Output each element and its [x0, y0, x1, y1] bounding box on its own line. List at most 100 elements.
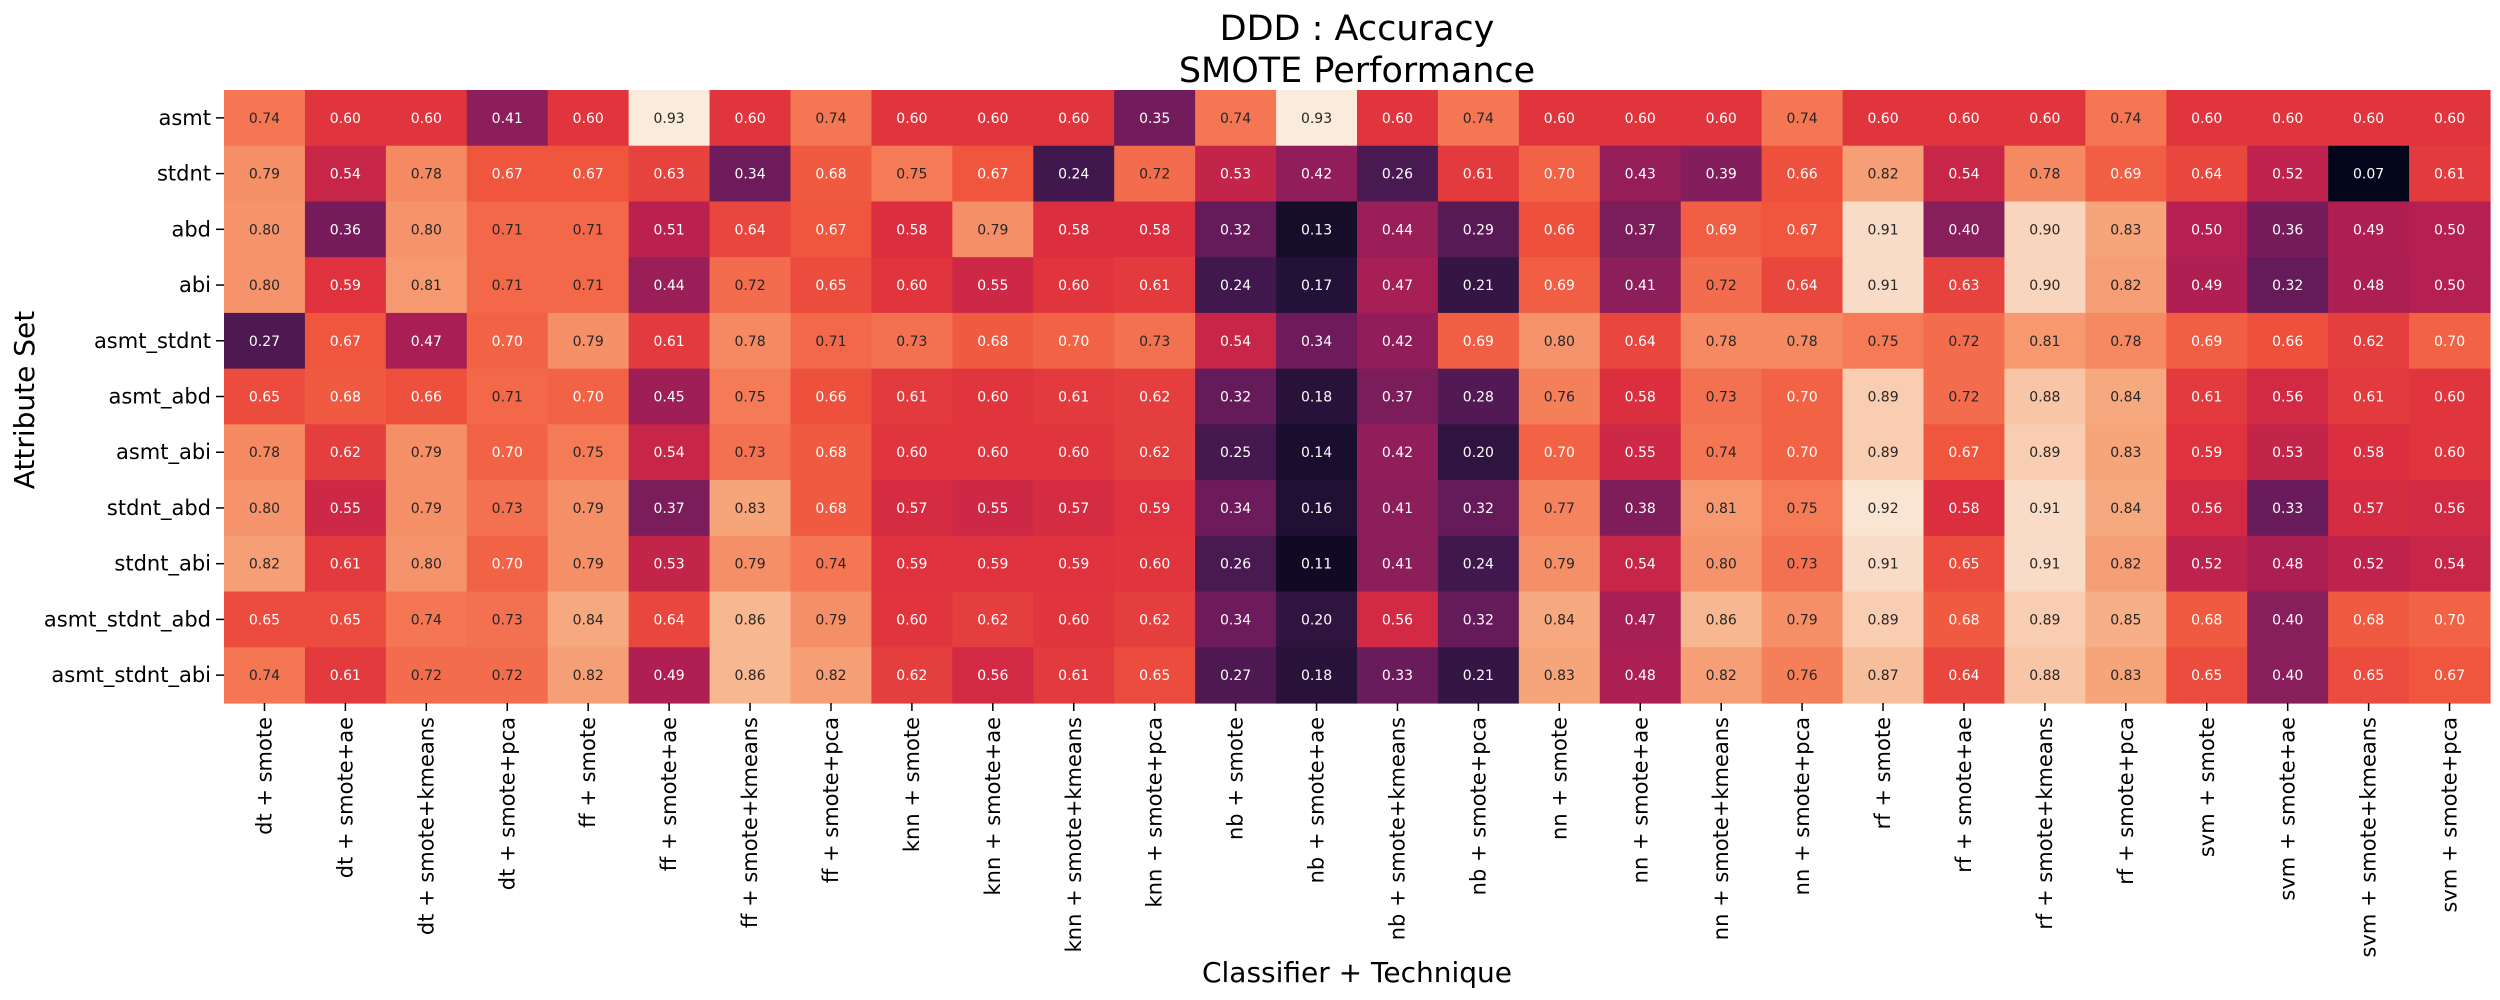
- x-tick-label: nb + smote+ae: [1305, 717, 1329, 883]
- heatmap-cell: [385, 368, 468, 425]
- cell-value-label: 0.66: [2272, 334, 2303, 350]
- heatmap-cell: [1114, 312, 1196, 370]
- heatmap-cell: [547, 480, 630, 537]
- heatmap-cell: [709, 647, 792, 704]
- cell-value-label: 0.11: [1301, 557, 1332, 573]
- cell-value-label: 0.65: [249, 612, 280, 628]
- heatmap-cell: [1033, 591, 1115, 648]
- cell-value-label: 0.74: [1787, 111, 1818, 127]
- cell-value-label: 0.82: [573, 668, 604, 684]
- cell-value-label: 0.53: [654, 557, 685, 573]
- cell-value-label: 0.67: [2434, 668, 2465, 684]
- cell-value-label: 0.71: [573, 278, 604, 294]
- cell-value-label: 0.52: [2272, 167, 2303, 183]
- heatmap-cell: [952, 647, 1034, 704]
- cell-value-label: 0.58: [896, 222, 927, 238]
- heatmap-cell: [304, 90, 387, 147]
- cell-value-label: 0.65: [249, 390, 280, 406]
- heatmap-cell: [1195, 535, 1277, 593]
- y-tick-label: asmt_stdnt: [94, 329, 211, 354]
- cell-value-label: 0.85: [2110, 612, 2141, 628]
- heatmap-cell: [2409, 535, 2491, 593]
- cell-value-label: 0.75: [734, 390, 765, 406]
- heatmap-cell: [2247, 201, 2329, 258]
- cell-value-label: 0.68: [815, 501, 846, 517]
- heatmap-cell: [1357, 201, 1439, 258]
- cell-value-label: 0.67: [330, 334, 361, 350]
- cell-value-label: 0.32: [1220, 222, 1251, 238]
- chart-title: DDD : Accuracy: [1220, 9, 1495, 49]
- heatmap-cell: [628, 647, 711, 704]
- cell-value-label: 0.68: [815, 167, 846, 183]
- heatmap-cell: [466, 90, 549, 147]
- heatmap-cell: [385, 480, 468, 537]
- heatmap-cell: [1599, 257, 1682, 314]
- cell-value-label: 0.35: [1139, 111, 1170, 127]
- y-tick-label: asmt_stdnt_abi: [51, 663, 211, 688]
- cell-value-label: 0.61: [1463, 167, 1494, 183]
- cell-value-label: 0.60: [2029, 111, 2060, 127]
- x-tick-label: ff + smote+pca: [819, 717, 843, 883]
- heatmap-cell: [1923, 480, 2006, 537]
- cell-value-label: 0.56: [2434, 501, 2465, 517]
- cell-value-label: 0.79: [977, 222, 1008, 238]
- cell-value-label: 0.84: [1544, 612, 1575, 628]
- heatmap-cell: [709, 257, 792, 314]
- heatmap-cell: [2247, 312, 2329, 370]
- heatmap-cell: [871, 145, 953, 203]
- cell-value-label: 0.37: [654, 501, 685, 517]
- cell-value-label: 0.34: [1220, 612, 1251, 628]
- heatmap-cell: [224, 647, 306, 704]
- heatmap-cell: [1437, 312, 1520, 370]
- cell-value-label: 0.72: [411, 668, 442, 684]
- cell-value-label: 0.67: [815, 222, 846, 238]
- cell-value-label: 0.65: [2191, 668, 2222, 684]
- cell-value-label: 0.59: [2191, 445, 2222, 461]
- cell-value-label: 0.54: [654, 445, 685, 461]
- heatmap-cell: [304, 424, 387, 481]
- heatmap-cell: [547, 424, 630, 481]
- heatmap-cell: [790, 201, 873, 258]
- heatmap-cell: [952, 424, 1034, 481]
- cell-value-label: 0.72: [1139, 167, 1170, 183]
- cell-value-label: 0.82: [815, 668, 846, 684]
- cell-value-label: 0.89: [1867, 612, 1898, 628]
- heatmap-cell: [1680, 312, 1763, 370]
- cell-value-label: 0.76: [1544, 390, 1575, 406]
- cell-value-label: 0.50: [2191, 222, 2222, 238]
- heatmap-cell: [709, 145, 792, 203]
- heatmap-cell: [2166, 647, 2248, 704]
- x-tick-label: knn + smote+pca: [1143, 717, 1167, 907]
- cell-value-label: 0.65: [330, 612, 361, 628]
- heatmap-cell: [709, 535, 792, 593]
- heatmap-cell: [1842, 312, 1925, 370]
- heatmap-cell: [1195, 424, 1277, 481]
- heatmap-cell: [871, 201, 953, 258]
- cell-value-label: 0.80: [1544, 334, 1575, 350]
- cell-value-label: 0.28: [1463, 390, 1494, 406]
- cell-value-label: 0.34: [1220, 501, 1251, 517]
- x-tick-label: svm + smote+kmeans: [2357, 717, 2381, 957]
- heatmap-cell: [1518, 647, 1601, 704]
- cell-value-label: 0.34: [1301, 334, 1332, 350]
- x-tick-label: svm + smote+pca: [2438, 717, 2462, 913]
- heatmap-cell: [1033, 368, 1115, 425]
- heatmap-cell: [2166, 257, 2248, 314]
- heatmap-cell: [790, 368, 873, 425]
- heatmap-cell: [1923, 591, 2006, 648]
- cell-value-label: 0.49: [2191, 278, 2222, 294]
- heatmap-cell: [385, 90, 468, 147]
- heatmap-cell: [1033, 312, 1115, 370]
- heatmap-cell: [2166, 480, 2248, 537]
- cell-value-label: 0.32: [1220, 390, 1251, 406]
- cell-value-label: 0.26: [1220, 557, 1251, 573]
- heatmap-cell: [224, 424, 306, 481]
- cell-value-label: 0.41: [1625, 278, 1656, 294]
- cell-value-label: 0.68: [2353, 612, 2384, 628]
- cell-value-label: 0.27: [1220, 668, 1251, 684]
- cell-value-label: 0.93: [1301, 111, 1332, 127]
- x-tick-label: knn + smote+kmeans: [1062, 717, 1086, 952]
- heatmap-cell: [1680, 257, 1763, 314]
- heatmap-cell: [2004, 535, 2086, 593]
